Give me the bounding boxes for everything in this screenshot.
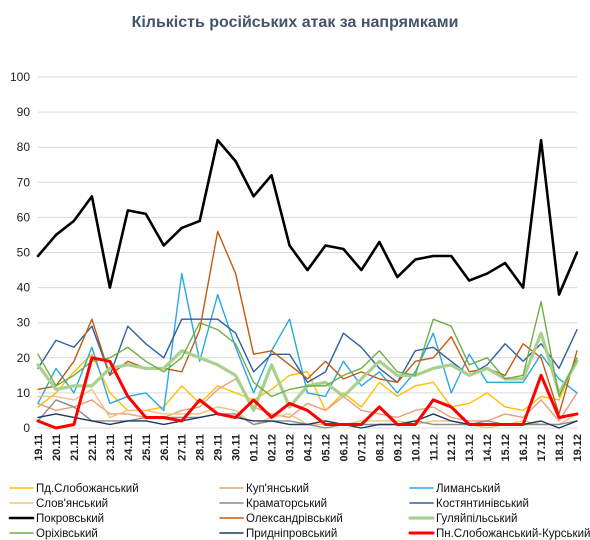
x-tick-label: 19.11 <box>33 434 45 461</box>
x-tick-label: 05.12 <box>320 434 332 462</box>
legend-label-2: Лиманський <box>436 483 500 495</box>
x-tick-label: 28.11 <box>195 434 207 461</box>
x-tick-label: 01.12 <box>249 434 261 462</box>
y-tick-label: 0 <box>23 421 30 435</box>
legend-label-7: Олександрівський <box>246 513 343 525</box>
x-tick-label: 22.11 <box>87 434 99 461</box>
series-layer <box>36 138 579 430</box>
y-tick-label: 70 <box>17 175 31 189</box>
series-line-5 <box>37 318 578 384</box>
y-tick-label: 40 <box>17 281 31 295</box>
y-tick-label: 80 <box>17 140 31 154</box>
y-tick-label: 50 <box>17 246 31 260</box>
x-tick-label: 26.11 <box>159 434 171 461</box>
x-tick-label: 25.11 <box>141 434 153 461</box>
x-tick-label: 07.12 <box>356 434 368 462</box>
x-tick-label: 08.12 <box>374 434 386 462</box>
x-tick-label: 13.12 <box>464 434 476 462</box>
legend-label-5: Костянтинівський <box>436 498 529 510</box>
x-tick-label: 15.12 <box>500 434 512 462</box>
series-line-11 <box>36 356 579 430</box>
x-tick-label: 17.12 <box>536 434 548 462</box>
x-tick-label: 29.11 <box>213 434 225 461</box>
x-axis-ticks: 19.11 20.11 21.11 22.11 23.11 24.11 25.11 26.11… <box>33 434 584 462</box>
legend-label-9: Оріхівський <box>36 528 98 540</box>
x-tick-label: 19.12 <box>572 434 584 462</box>
x-tick-label: 03.12 <box>285 434 297 462</box>
chart-title: Кількість російських атак за напрямками <box>132 14 459 31</box>
x-tick-label: 16.12 <box>518 434 530 462</box>
y-tick-label: 100 <box>10 70 30 84</box>
series-line-6 <box>36 138 579 296</box>
legend-label-4: Краматорський <box>246 498 327 510</box>
y-tick-label: 90 <box>17 105 31 119</box>
x-tick-label: 02.12 <box>267 434 279 462</box>
x-tick-label: 24.11 <box>123 434 135 461</box>
legend-label-0: Пд.Слобожанський <box>36 483 139 495</box>
legend-label-1: Куп'янський <box>246 483 309 495</box>
x-tick-label: 10.12 <box>410 434 422 462</box>
y-tick-label: 20 <box>17 351 31 365</box>
series-line-2 <box>37 272 578 412</box>
x-tick-label: 04.12 <box>303 434 315 462</box>
legend-label-3: Слов'янський <box>36 498 108 510</box>
legend-label-10: Придніпровський <box>246 528 337 540</box>
x-tick-label: 09.12 <box>392 434 404 462</box>
y-tick-label: 60 <box>17 210 31 224</box>
y-tick-label: 10 <box>17 386 31 400</box>
x-tick-label: 27.11 <box>177 434 189 461</box>
y-axis-ticks: 0 10 20 30 40 50 60 70 80 90 100 <box>10 70 30 435</box>
x-tick-label: 23.11 <box>105 434 117 461</box>
x-tick-label: 18.12 <box>554 434 566 462</box>
x-tick-label: 21.11 <box>69 434 81 461</box>
x-tick-label: 11.12 <box>428 434 440 461</box>
x-tick-label: 06.12 <box>338 434 350 462</box>
x-tick-label: 20.11 <box>51 434 63 461</box>
legend-label-6: Покровський <box>36 513 104 525</box>
series-line-9 <box>37 300 578 398</box>
x-tick-label: 14.12 <box>482 434 494 462</box>
x-tick-label: 12.12 <box>446 434 458 462</box>
legend-label-8: Гуляйпільський <box>436 513 517 525</box>
legend: Пд.Слобожанський Куп'янський Лиманський Сло… <box>8 483 590 540</box>
y-tick-label: 30 <box>17 316 31 330</box>
grid-layer <box>38 76 577 429</box>
x-tick-label: 30.11 <box>231 434 243 461</box>
legend-label-11: Пн.Слобожанський-Курський <box>436 528 590 540</box>
